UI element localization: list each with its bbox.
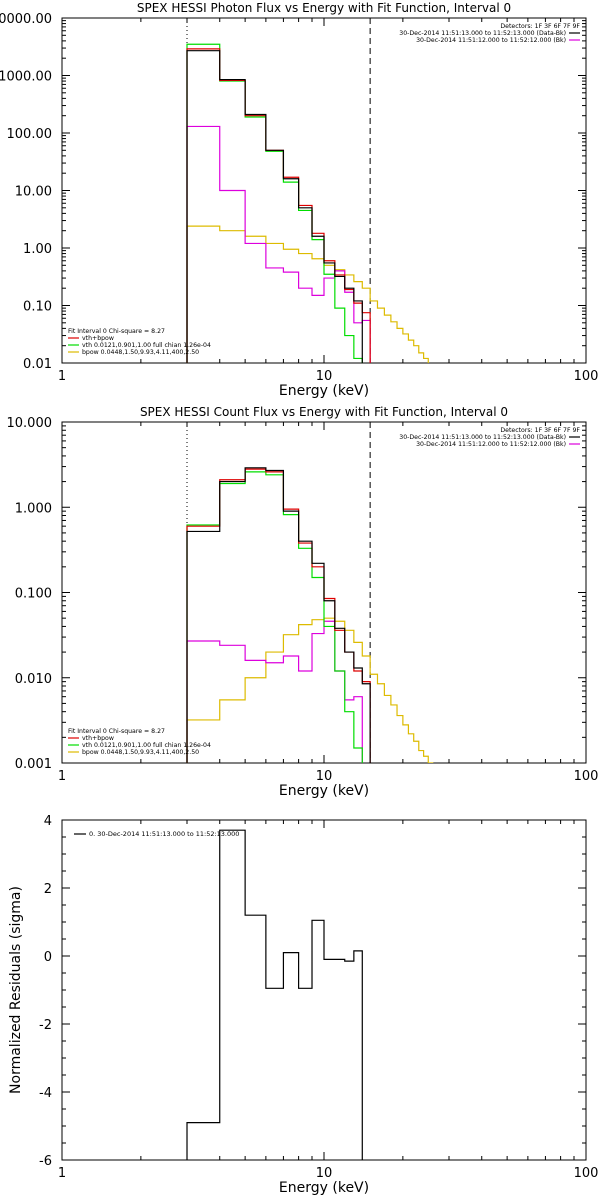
legend-top-entry: 30-Dec-2014 11:51:12.000 to 11:52:12.000… xyxy=(416,441,566,448)
plot-area xyxy=(186,422,442,763)
y-tick-label: 10.000 xyxy=(7,416,53,431)
legend-detectors: Detectors: 1F 3F 6F 7F 9F xyxy=(500,23,580,30)
series-0-histogram xyxy=(186,467,371,763)
y-tick-label: 100.00 xyxy=(7,127,53,142)
x-tick-label: 10 xyxy=(316,369,333,384)
series-3-histogram xyxy=(186,225,429,363)
y-tick-label: 0 xyxy=(44,950,52,965)
y-tick-label: -2 xyxy=(39,1018,52,1033)
y-tick-label: 1.00 xyxy=(23,242,52,257)
series-1-histogram xyxy=(186,48,371,363)
legend-fit-entry: vth 0.0121,0.901,1.00 full chian 1.26e-0… xyxy=(82,342,211,349)
plot-frame xyxy=(61,17,587,364)
x-tick-label: 1 xyxy=(58,369,66,384)
plot-area xyxy=(186,829,363,1160)
plot-frame xyxy=(61,819,587,1161)
y-tick-label: 1000.00 xyxy=(0,70,52,85)
series-4-histogram xyxy=(186,125,371,363)
series-3-histogram xyxy=(186,617,442,763)
y-tick-label: 1.000 xyxy=(15,501,52,516)
series-4-histogram xyxy=(186,620,363,763)
y-tick-label: -4 xyxy=(39,1086,52,1101)
series-0-histogram xyxy=(186,50,363,363)
y-tick-label: 0.100 xyxy=(15,587,52,602)
y-tick-label: 0.010 xyxy=(15,672,52,687)
legend-fit-entry: bpow 0.0448,1.50,9.93,4.11,400,2.50 xyxy=(82,349,199,356)
legend-fit-entry: vth+bpow xyxy=(82,735,114,742)
legend-fit-header: Fit Interval 0 Chi-square = 8.27 xyxy=(68,728,165,735)
x-tick-label: 1 xyxy=(58,1166,66,1181)
y-tick-label: 0.001 xyxy=(15,757,52,772)
x-axis-label: Energy (keV) xyxy=(279,383,369,399)
chart-title: SPEX HESSI Photon Flux vs Energy with Fi… xyxy=(137,1,511,15)
series-1-histogram xyxy=(186,468,371,763)
y-tick-label: 4 xyxy=(44,814,52,829)
x-tick-label: 100 xyxy=(574,369,599,384)
chart-panel-2: SPEX HESSI Count Flux vs Energy with Fit… xyxy=(7,405,599,799)
y-tick-label: 2 xyxy=(44,882,52,897)
chart-panel-3: 1 10 100 Energy (keV) -6 -4 -2 0 2 4 Normalized Re… xyxy=(8,814,598,1196)
x-tick-label: 10 xyxy=(316,769,333,784)
x-tick-label: 100 xyxy=(574,769,599,784)
y-axis-label: Normalized Residuals (sigma) xyxy=(8,886,24,1094)
x-tick-label: 10 xyxy=(316,1166,333,1181)
y-tick-label: 0.01 xyxy=(23,357,52,372)
y-tick-label: 10.00 xyxy=(15,185,52,200)
y-tick-label: -6 xyxy=(39,1154,52,1169)
legend-detectors: Detectors: 1F 3F 6F 7F 9F xyxy=(500,427,580,434)
legend-fit-header: Fit Interval 0 Chi-square = 8.27 xyxy=(68,328,165,335)
legend-fit-entry: vth 0.0121,0.901,1.00 full chian 1.26e-0… xyxy=(82,742,211,749)
x-axis-label: Energy (keV) xyxy=(279,1180,369,1196)
chart-panel-1: SPEX HESSI Photon Flux vs Energy with Fi… xyxy=(0,1,598,399)
chart-title: SPEX HESSI Count Flux vs Energy with Fit… xyxy=(140,405,508,419)
legend-top-entry: 30-Dec-2014 11:51:12.000 to 11:52:12.000… xyxy=(416,37,566,44)
y-tick-label: 10000.00 xyxy=(0,12,52,27)
x-axis-label: Energy (keV) xyxy=(279,783,369,799)
series-0-histogram xyxy=(186,829,363,1160)
legend-entry: 0. 30-Dec-2014 11:51:13.000 to 11:52:13.… xyxy=(89,830,239,838)
legend-top-entry: 30-Dec-2014 11:51:13.000 to 11:52:13.000… xyxy=(399,434,566,441)
legend-fit-entry: vth+bpow xyxy=(82,335,114,342)
x-tick-label: 100 xyxy=(574,1166,599,1181)
plot-area xyxy=(186,18,429,363)
legend-top-entry: 30-Dec-2014 11:51:13.000 to 11:52:13.000… xyxy=(399,30,566,37)
y-tick-label: 0.10 xyxy=(23,300,52,315)
x-tick-label: 1 xyxy=(58,769,66,784)
series-2-histogram xyxy=(186,43,363,363)
legend-fit-entry: bpow 0.0448,1.50,9.93,4.11,400,2.50 xyxy=(82,749,199,756)
